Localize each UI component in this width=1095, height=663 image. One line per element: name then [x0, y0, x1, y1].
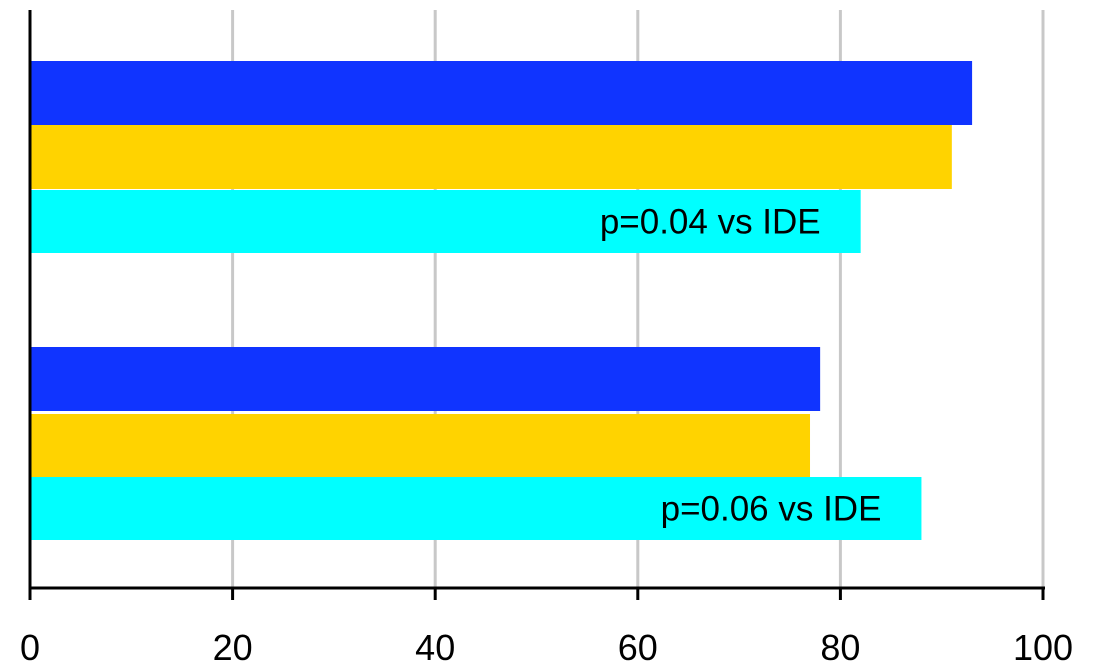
x-tick-label: 60	[618, 627, 658, 663]
bar-s1-c0	[30, 125, 952, 189]
bar-s0-c0	[30, 61, 973, 125]
bar-s2-c0	[30, 190, 861, 253]
x-tick-label: 0	[20, 627, 40, 663]
x-tick-label: 20	[213, 627, 253, 663]
bar-s2-c1	[30, 477, 922, 540]
x-tick-label: 100	[1013, 627, 1073, 663]
x-tick-label: 80	[820, 627, 860, 663]
p-value-annotation: p=0.04 vs IDE	[600, 203, 821, 242]
p-value-annotation: p=0.06 vs IDE	[661, 490, 882, 529]
bar-s1-c1	[30, 414, 811, 478]
bar-s0-c1	[30, 347, 821, 411]
x-tick-label: 40	[415, 627, 455, 663]
